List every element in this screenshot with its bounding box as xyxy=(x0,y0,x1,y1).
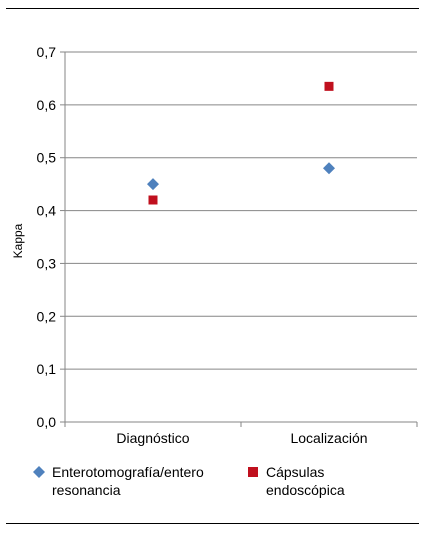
x-tick-label: Localización xyxy=(290,430,367,446)
bottom-rule xyxy=(6,523,419,524)
y-axis-label: Kappa xyxy=(11,223,25,258)
y-tick-label: 0,0 xyxy=(37,414,57,430)
y-tick-label: 0,7 xyxy=(37,44,57,60)
legend-label-enterotomografia: Enterotomografía/entero resonancia xyxy=(52,464,204,498)
y-tick-label: 0,2 xyxy=(37,308,57,324)
legend-square-icon xyxy=(248,467,258,477)
chart: 0,0 0,1 0,2 0,3 0,4 0,5 0,6 0,7 Diagnóstico Loca… xyxy=(11,44,418,446)
data-point-square xyxy=(148,195,158,205)
y-tick-label: 0,1 xyxy=(37,361,57,377)
data-point-diamond xyxy=(147,178,159,191)
data-point-diamond xyxy=(323,162,335,175)
legend-diamond-icon xyxy=(32,465,46,479)
y-tick-label: 0,5 xyxy=(37,150,57,166)
legend-item-enterotomografia: Enterotomografía/entero resonancia xyxy=(32,463,204,499)
y-tick-label: 0,4 xyxy=(37,203,57,219)
legend-item-capsulas: Cápsulas endoscópica xyxy=(248,463,345,499)
legend-label-capsulas: Cápsulas endoscópica xyxy=(266,464,345,498)
x-tick-label: Diagnóstico xyxy=(116,430,189,446)
y-tick-label: 0,3 xyxy=(37,255,57,271)
y-tick-label: 0,6 xyxy=(37,97,57,113)
data-point-square xyxy=(324,81,334,91)
top-rule xyxy=(6,8,419,9)
